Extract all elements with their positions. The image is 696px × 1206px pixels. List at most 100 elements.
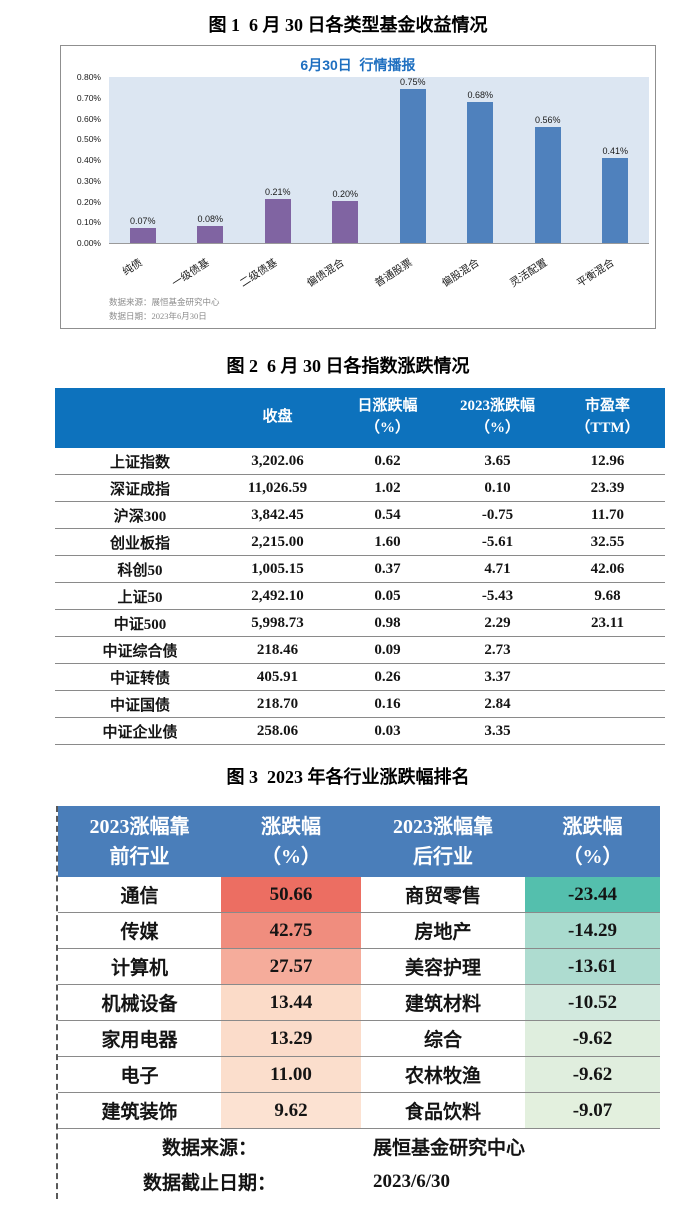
- chart-source-line: 数据来源：展恒基金研究中心: [109, 297, 220, 307]
- index-name: 科创50: [55, 555, 225, 583]
- top-gainer-industry: 通信: [58, 877, 221, 913]
- bottom-loser-change: -23.44: [525, 877, 660, 913]
- index-daily-change: 0.54: [330, 501, 445, 529]
- industry-table-header-cell: 涨跌幅 （%）: [221, 806, 361, 877]
- index-name: 上证50: [55, 582, 225, 610]
- index-ytd-change: -5.61: [445, 528, 550, 556]
- index-row: 中证500 5,998.73 0.98 2.29 23.11: [55, 609, 665, 637]
- index-pe-ttm: 23.39: [550, 474, 665, 502]
- index-table-header-cell: [55, 388, 225, 448]
- index-pe-ttm: [550, 663, 665, 691]
- index-name: 深证成指: [55, 474, 225, 502]
- source-value: 展恒基金研究中心: [373, 1138, 526, 1159]
- bottom-loser-change: -14.29: [525, 912, 660, 949]
- bottom-loser-change: -13.61: [525, 948, 660, 985]
- bar-value-label: 0.41%: [602, 146, 629, 156]
- fund-returns-bar-chart: 6月30日 行情播报 0.80% 0.70% 0.60% 0.50% 0.40% 0.30…: [60, 45, 656, 329]
- index-close: 1,005.15: [225, 555, 330, 583]
- figure1-caption: 图 1 6 月 30 日各类型基金收益情况: [208, 15, 488, 35]
- index-table-header-cell: 2023涨跌幅 （%）: [445, 388, 550, 448]
- x-category-label: 灵活配置: [508, 257, 550, 290]
- bar: [534, 127, 561, 243]
- industry-ranking-table-wrap: 2023涨幅靠 前行业 涨跌幅 （%） 2023涨幅靠 后行业 涨跌幅 （%） 通信 5…: [56, 806, 660, 1199]
- top-gainer-industry: 家用电器: [58, 1020, 221, 1057]
- industry-table-source-row: 数据截止日期： 2023/6/30: [58, 1164, 660, 1199]
- bar: [197, 226, 224, 243]
- bar: [129, 228, 156, 243]
- bar-slot: 0.75%: [379, 77, 447, 243]
- top-gainer-industry: 机械设备: [58, 984, 221, 1021]
- bar-slot: 0.20%: [312, 77, 380, 243]
- bar-value-label: 0.20%: [332, 189, 359, 199]
- index-close: 3,842.45: [225, 501, 330, 529]
- industry-row: 计算机 27.57 美容护理 -13.61: [58, 948, 660, 985]
- industry-table-header-cell: 2023涨幅靠 前行业: [58, 806, 221, 877]
- industry-row: 电子 11.00 农林牧渔 -9.62: [58, 1056, 660, 1093]
- index-ytd-change: 2.73: [445, 636, 550, 664]
- index-ytd-change: 4.71: [445, 555, 550, 583]
- bottom-loser-industry: 商贸零售: [361, 877, 525, 913]
- bar: [602, 158, 629, 243]
- index-row: 中证转债 405.91 0.26 3.37: [55, 663, 665, 691]
- top-gainer-industry: 计算机: [58, 948, 221, 985]
- index-pe-ttm: 9.68: [550, 582, 665, 610]
- top-gainer-change: 13.29: [221, 1020, 361, 1057]
- bar-slot: 0.08%: [177, 77, 245, 243]
- plot-area: 0.07% 0.08% 0.21% 0.20% 0.75% 0.68% 0.56% 0.41%: [109, 77, 649, 244]
- index-row: 上证50 2,492.10 0.05 -5.43 9.68: [55, 582, 665, 610]
- bottom-loser-change: -9.62: [525, 1020, 660, 1057]
- y-tick-label: 0.70%: [76, 92, 101, 103]
- y-tick-label: 0.00%: [76, 238, 101, 248]
- y-axis-tick-labels: 0.80% 0.70% 0.60% 0.50% 0.40% 0.30% 0.20% 0.10%…: [61, 72, 104, 248]
- x-category-label: 普通股票: [373, 257, 415, 290]
- industry-row: 机械设备 13.44 建筑材料 -10.52: [58, 984, 660, 1021]
- index-close: 11,026.59: [225, 474, 330, 502]
- y-tick-label: 0.50%: [76, 134, 101, 145]
- index-pe-ttm: [550, 636, 665, 664]
- index-pe-ttm: 23.11: [550, 609, 665, 637]
- index-close: 405.91: [225, 663, 330, 691]
- index-pe-ttm: 11.70: [550, 501, 665, 529]
- top-gainer-change: 50.66: [221, 877, 361, 913]
- index-ytd-change: 0.10: [445, 474, 550, 502]
- y-tick-label: 0.20%: [76, 196, 101, 207]
- index-name: 创业板指: [55, 528, 225, 556]
- index-row: 中证综合债 218.46 0.09 2.73: [55, 636, 665, 664]
- index-row: 中证国债 218.70 0.16 2.84: [55, 690, 665, 718]
- bottom-loser-industry: 农林牧渔: [361, 1056, 525, 1093]
- source-label: 数据来源：: [161, 1138, 257, 1159]
- index-daily-change: 0.09: [330, 636, 445, 664]
- bottom-loser-industry: 综合: [361, 1020, 525, 1057]
- index-table-header-cell: 收盘: [225, 388, 330, 448]
- top-gainer-change: 42.75: [221, 912, 361, 949]
- bar-slot: 0.07%: [109, 77, 177, 243]
- index-row: 科创50 1,005.15 0.37 4.71 42.06: [55, 555, 665, 583]
- index-daily-change: 0.26: [330, 663, 445, 691]
- bar-slot: 0.56%: [514, 77, 582, 243]
- index-name: 上证指数: [55, 448, 225, 475]
- index-performance-table: 收盘 日涨跌幅 （%） 2023涨跌幅 （%） 市盈率 （TTM） 上证指数 3,202…: [55, 388, 665, 745]
- index-pe-ttm: 32.55: [550, 528, 665, 556]
- index-name: 中证综合债: [55, 636, 225, 664]
- index-pe-ttm: 42.06: [550, 555, 665, 583]
- top-gainer-change: 11.00: [221, 1056, 361, 1093]
- top-gainer-change: 9.62: [221, 1092, 361, 1129]
- chart-date-line: 数据日期：2023年6月30日: [109, 311, 207, 321]
- index-ytd-change: 2.29: [445, 609, 550, 637]
- y-tick-label: 0.80%: [76, 72, 101, 82]
- bar-value-label: 0.07%: [129, 216, 156, 226]
- index-daily-change: 0.05: [330, 582, 445, 610]
- bottom-loser-industry: 房地产: [361, 912, 525, 949]
- index-name: 中证转债: [55, 663, 225, 691]
- index-row: 沪深300 3,842.45 0.54 -0.75 11.70: [55, 501, 665, 529]
- x-category-label: 二级债基: [238, 257, 280, 290]
- index-pe-ttm: 12.96: [550, 448, 665, 475]
- industry-table-header-row: 2023涨幅靠 前行业 涨跌幅 （%） 2023涨幅靠 后行业 涨跌幅 （%）: [58, 806, 660, 877]
- y-tick-label: 0.30%: [76, 175, 101, 186]
- bar: [332, 201, 359, 243]
- top-gainer-change: 13.44: [221, 984, 361, 1021]
- index-ytd-change: -0.75: [445, 501, 550, 529]
- top-gainer-industry: 传媒: [58, 912, 221, 949]
- index-row: 中证企业债 258.06 0.03 3.35: [55, 717, 665, 745]
- index-name: 中证企业债: [55, 717, 225, 745]
